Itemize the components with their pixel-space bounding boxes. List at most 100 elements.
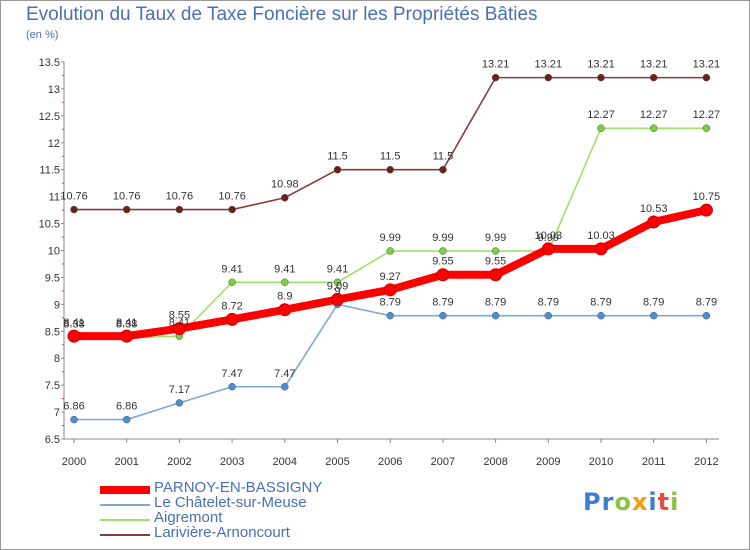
data-label-2: 9.99 bbox=[485, 232, 506, 244]
series-point-0 bbox=[489, 268, 503, 282]
legend-label: Le Châtelet-sur-Meuse bbox=[154, 494, 307, 511]
series-point-2 bbox=[386, 247, 394, 255]
data-label-0: 9.55 bbox=[432, 256, 453, 268]
data-label-1: 7.17 bbox=[169, 384, 190, 396]
data-label-2: 9.99 bbox=[379, 232, 400, 244]
series-point-0 bbox=[594, 242, 608, 256]
series-point-0 bbox=[120, 329, 134, 343]
data-label-3: 11.5 bbox=[433, 151, 454, 163]
data-label-1: 8.79 bbox=[696, 297, 717, 309]
x-tick-label: 2011 bbox=[642, 456, 666, 468]
data-label-3: 10.76 bbox=[218, 191, 246, 203]
data-label-0: 9.55 bbox=[485, 256, 506, 268]
data-label-1: 8.79 bbox=[590, 297, 611, 309]
series-point-1 bbox=[491, 311, 500, 320]
data-label-2: 9.41 bbox=[221, 263, 242, 275]
legend-label: PARNOY-EN-BASSIGNY bbox=[154, 479, 323, 496]
data-label-2: 9.99 bbox=[432, 232, 453, 244]
data-label-1: 6.86 bbox=[116, 401, 137, 413]
series-point-2 bbox=[333, 278, 342, 287]
data-label-3: 11.5 bbox=[327, 151, 348, 163]
legend-swatch bbox=[100, 519, 150, 521]
series-point-3 bbox=[597, 73, 605, 82]
x-tick-label: 2008 bbox=[483, 456, 507, 468]
series-point-0 bbox=[647, 215, 661, 229]
data-label-3: 13.21 bbox=[587, 59, 615, 71]
data-label-3: 13.21 bbox=[535, 59, 563, 71]
data-label-2: 9.41 bbox=[274, 263, 295, 275]
series-point-3 bbox=[333, 165, 342, 174]
y-tick-label: 12 bbox=[48, 138, 60, 150]
series-point-0 bbox=[383, 283, 397, 297]
data-label-2: 9.99 bbox=[538, 232, 559, 244]
data-label-2: 12.27 bbox=[693, 109, 721, 121]
x-tick-label: 2003 bbox=[220, 456, 244, 468]
legend-swatch bbox=[100, 534, 150, 536]
logo-letter: i bbox=[648, 488, 658, 516]
series-point-1 bbox=[386, 311, 394, 320]
y-tick-label: 7.5 bbox=[45, 380, 60, 392]
data-label-3: 10.76 bbox=[113, 191, 141, 203]
series-point-3 bbox=[122, 205, 131, 214]
data-label-1: 8.79 bbox=[432, 297, 453, 309]
series-point-0 bbox=[172, 322, 186, 336]
legend-label: Aigremont bbox=[154, 509, 223, 526]
logo-letter: r bbox=[601, 488, 615, 516]
series-point-3 bbox=[544, 73, 553, 82]
legend-swatch bbox=[100, 486, 150, 494]
data-label-3: 11.5 bbox=[380, 151, 401, 163]
series-point-2 bbox=[597, 124, 605, 132]
data-label-0: 10.03 bbox=[587, 230, 615, 242]
series-point-3 bbox=[386, 165, 394, 174]
chart-title: Evolution du Taux de Taxe Foncière sur l… bbox=[26, 4, 538, 25]
proxiti-logo: Proxiti bbox=[583, 488, 679, 516]
logo-letter: x bbox=[631, 488, 649, 516]
series-point-1 bbox=[70, 415, 78, 424]
y-tick-label: 13 bbox=[48, 84, 60, 96]
data-label-0: 10.53 bbox=[640, 203, 668, 215]
series-point-2 bbox=[281, 278, 289, 287]
legend-label: Larivière-Arnoncourt bbox=[154, 524, 290, 541]
y-tick-label: 9 bbox=[54, 299, 60, 311]
line-chart: 6.5 7 7.5 8 8.5 9 9.5 10 10.5 11 11.5 12 12.5 13 13.5 2… bbox=[39, 57, 721, 468]
series-point-3 bbox=[70, 205, 78, 214]
y-tick-label: 7 bbox=[54, 407, 60, 419]
data-label-1: 9 bbox=[334, 285, 340, 297]
series-point-0 bbox=[67, 329, 81, 343]
data-label-2: 8.41 bbox=[169, 317, 190, 329]
series-point-3 bbox=[439, 165, 447, 174]
data-label-1: 8.79 bbox=[538, 297, 559, 309]
y-tick-label: 8.5 bbox=[45, 326, 60, 338]
x-tick-label: 2006 bbox=[378, 456, 402, 468]
series-point-2 bbox=[702, 124, 711, 132]
data-label-3: 10.76 bbox=[60, 191, 88, 203]
series-point-0 bbox=[225, 312, 239, 326]
y-tick-label: 11 bbox=[49, 192, 60, 204]
data-label-0: 8.41 bbox=[116, 317, 137, 329]
data-label-3: 13.21 bbox=[640, 59, 668, 71]
data-label-3: 10.76 bbox=[166, 191, 194, 203]
logo-letter: t bbox=[657, 488, 671, 516]
data-label-0: 8.72 bbox=[221, 300, 242, 312]
data-label-1: 8.79 bbox=[643, 297, 664, 309]
data-label-2: 12.27 bbox=[640, 109, 668, 121]
series-point-1 bbox=[122, 415, 131, 424]
x-tick-label: 2010 bbox=[589, 456, 613, 468]
y-tick-label: 10 bbox=[48, 246, 60, 258]
y-tick-label: 13.5 bbox=[39, 57, 60, 69]
series-point-1 bbox=[228, 383, 236, 391]
series-point-1 bbox=[649, 311, 658, 320]
y-tick-label: 12.5 bbox=[39, 111, 60, 123]
data-label-0: 10.03 bbox=[535, 230, 563, 242]
y-tick-label: 6.5 bbox=[45, 434, 60, 446]
series-point-0 bbox=[436, 268, 450, 282]
x-tick-label: 2002 bbox=[167, 456, 191, 468]
data-label-3: 13.21 bbox=[482, 59, 510, 71]
series-point-3 bbox=[491, 73, 500, 82]
data-label-1: 7.47 bbox=[221, 368, 242, 380]
data-label-1: 6.86 bbox=[63, 401, 84, 413]
series-point-2 bbox=[491, 247, 500, 255]
data-label-0: 9.09 bbox=[327, 281, 348, 293]
series-point-2 bbox=[649, 124, 658, 132]
